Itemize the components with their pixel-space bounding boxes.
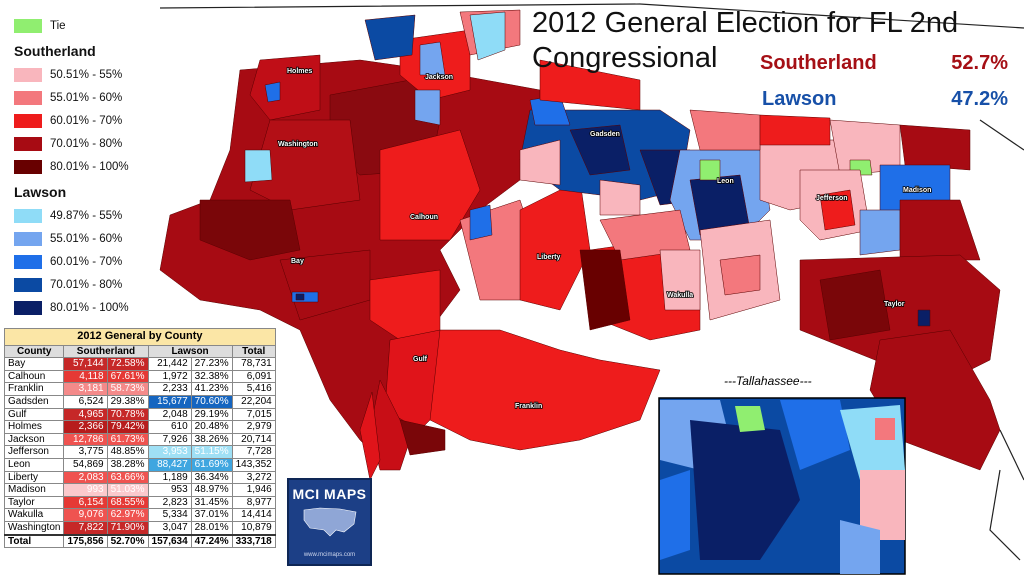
- table-caption: 2012 General by County: [4, 328, 276, 345]
- legend-item-lawson-1: 55.01% - 60%: [14, 227, 184, 250]
- candidate-pct-southerland: 52.7%: [951, 52, 1008, 74]
- legend-header-southerland: Southerland: [14, 43, 96, 59]
- table-row: Gulf 4,965 70.78% 2,048 29.19% 7,015: [3, 407, 276, 422]
- legend-item-southerland-2: 60.01% - 70%: [14, 109, 184, 132]
- legend-swatch: [14, 208, 42, 223]
- county-label-liberty: Liberty: [537, 254, 560, 261]
- legend-item-southerland-3: 70.01% - 80%: [14, 132, 184, 155]
- page-title: 2012 General Election for FL 2nd Congres…: [532, 7, 959, 74]
- table-row: Leon 54,869 38.28% 88,427 61.69% 143,352: [3, 457, 276, 472]
- mci-maps-logo: MCI MAPS www.mcimaps.com: [287, 478, 372, 566]
- table-body: Bay 57,144 72.58% 21,442 27.23% 78,731 Calhoun…: [3, 357, 276, 536]
- county-label-holmes: Holmes: [287, 68, 312, 75]
- legend-swatch: [14, 277, 42, 292]
- county-results-table: 2012 General by County County Southerlan…: [3, 328, 276, 549]
- logo-url: www.mcimaps.com: [303, 552, 356, 558]
- candidate-name-southerland: Southerland: [760, 52, 877, 74]
- legend-swatch: [14, 67, 42, 82]
- legend-item-southerland-1: 55.01% - 60%: [14, 86, 184, 109]
- table-total-row: Total 175,856 52.70% 157,634 47.24% 333,…: [3, 533, 276, 549]
- legend-swatch: [14, 113, 42, 128]
- table-row: Bay 57,144 72.58% 21,442 27.23% 78,731: [3, 357, 276, 371]
- legend-lawson-list: 49.87% - 55% 55.01% - 60% 60.01% - 70% 70.0…: [14, 204, 184, 319]
- table-row: Jackson 12,786 61.73% 7,926 38.26% 20,714: [3, 432, 276, 447]
- legend-swatch: [14, 136, 42, 151]
- county-label-bay: Bay: [291, 258, 304, 265]
- state-border-line: [159, 3, 1024, 29]
- county-label-franklin: Franklin: [515, 403, 542, 410]
- map-legend: Tie Southerland 50.51% - 55% 55.01% - 60%…: [14, 14, 184, 319]
- table-row: Gadsden 6,524 29.38% 15,677 70.60% 22,204: [3, 394, 276, 409]
- inset-title: ---Tallahassee---: [724, 374, 812, 388]
- legend-swatch: [14, 254, 42, 269]
- legend-swatch: [14, 231, 42, 246]
- legend-tie: Tie: [14, 14, 184, 37]
- legend-swatch: [14, 90, 42, 105]
- county-label-gadsden: Gadsden: [590, 131, 620, 138]
- col-southerland: Southerland: [63, 344, 149, 359]
- table-row: Franklin 3,181 58.73% 2,233 41.23% 5,416: [3, 382, 276, 396]
- county-label-calhoun: Calhoun: [410, 214, 438, 221]
- table-row: Holmes 2,366 79.42% 610 20.48% 2,979: [3, 420, 276, 434]
- candidate-pct-lawson: 47.2%: [951, 88, 1008, 110]
- col-total: Total: [231, 344, 276, 359]
- col-lawson: Lawson: [147, 344, 233, 359]
- legend-swatch: [14, 300, 42, 315]
- county-label-leon: Leon: [717, 178, 734, 185]
- legend-item-lawson-4: 80.01% - 100%: [14, 296, 184, 319]
- legend-item-lawson-2: 60.01% - 70%: [14, 250, 184, 273]
- county-label-gulf: Gulf: [413, 356, 428, 363]
- tallahassee-inset: [658, 397, 906, 575]
- district-shapes: [159, 9, 1001, 481]
- legend-item-southerland-0: 50.51% - 55%: [14, 63, 184, 86]
- table-row: Jefferson 3,775 48.85% 3,953 51.15% 7,728: [3, 445, 276, 459]
- logo-text: MCI MAPS: [292, 486, 367, 502]
- legend-item-lawson-3: 70.01% - 80%: [14, 273, 184, 296]
- candidate-name-lawson: Lawson: [762, 88, 837, 110]
- table-row: Calhoun 4,118 67.61% 1,972 32.38% 6,091: [3, 369, 276, 384]
- table-row: Liberty 2,083 63.66% 1,189 36.34% 3,272: [3, 470, 276, 485]
- table-row: Washington 7,822 71.90% 3,047 28.01% 10,879: [3, 520, 276, 536]
- county-label-wakulla: Wakulla: [667, 292, 693, 299]
- col-county: County: [3, 344, 65, 359]
- table-row: Madison 993 51.03% 953 48.97% 1,946: [3, 483, 276, 497]
- us-map-icon: [303, 507, 356, 537]
- table-row: Wakulla 9,076 62.97% 5,334 37.01% 14,414: [3, 508, 276, 522]
- legend-item-lawson-0: 49.87% - 55%: [14, 204, 184, 227]
- county-label-jefferson: Jefferson: [816, 195, 848, 202]
- county-label-taylor: Taylor: [884, 301, 905, 308]
- table-row: Taylor 6,154 68.55% 2,823 31.45% 8,977: [3, 495, 276, 510]
- legend-swatch: [14, 159, 42, 174]
- county-label-washington: Washington: [278, 141, 318, 148]
- legend-item-southerland-4: 80.01% - 100%: [14, 155, 184, 178]
- legend-swatch-tie: [14, 18, 42, 33]
- county-label-madison: Madison: [903, 187, 931, 194]
- county-label-jackson: Jackson: [425, 74, 453, 81]
- legend-header-lawson: Lawson: [14, 184, 67, 200]
- legend-southerland-list: 50.51% - 55% 55.01% - 60% 60.01% - 70% 70.0…: [14, 63, 184, 178]
